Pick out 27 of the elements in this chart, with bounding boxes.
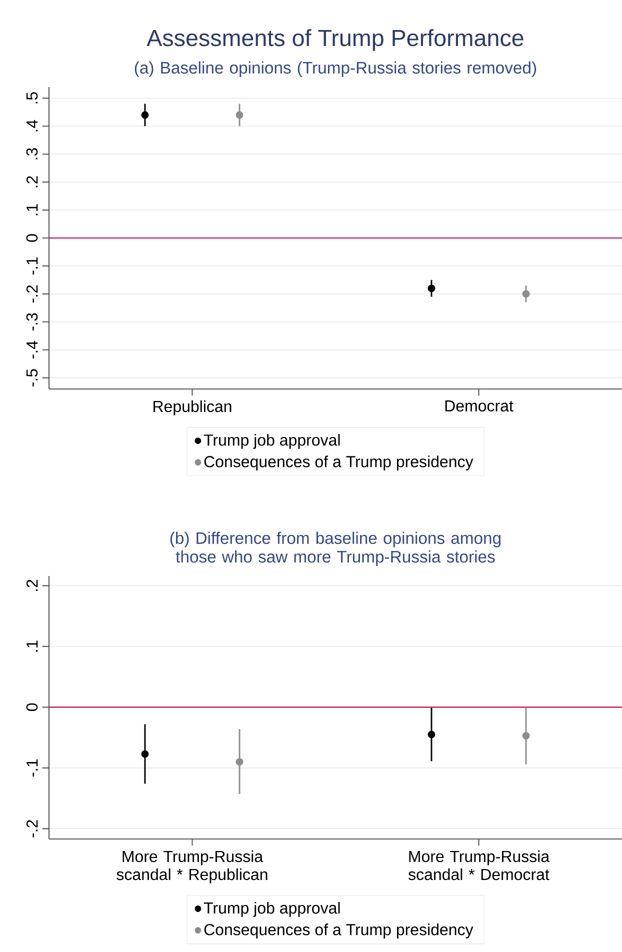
y-tick-label: -.4	[26, 340, 38, 358]
y-tick-label: .4	[26, 120, 38, 132]
y-tick-label: -.1	[26, 257, 38, 275]
y-tick-label: .3	[26, 148, 38, 160]
y-tick-label: .2	[26, 580, 38, 591]
x-tick-label: More Trump-Russia scandal * Republican	[116, 850, 268, 884]
y-tick-label: 0	[26, 234, 38, 242]
legend-label: Consequences of a Trump presidency	[204, 924, 474, 938]
legend-label: Trump job approval	[204, 902, 340, 917]
x-tick-label: Republican	[154, 400, 232, 416]
y-tick-label: -.2	[26, 285, 38, 303]
chart-subtitle: (a) Baseline opinions (Trump-Russia stories removed)	[134, 61, 536, 77]
y-tick-label: 0	[26, 703, 38, 712]
y-tick-label: .1	[26, 640, 38, 652]
legend-label: Consequences of a Trump presidency	[204, 456, 474, 470]
y-tick-label: -.1	[26, 759, 38, 777]
y-tick-label: .1	[26, 204, 38, 216]
legend-label: Trump job approval	[204, 434, 340, 449]
y-tick-label: -.2	[26, 820, 38, 838]
y-tick-label: .2	[26, 176, 38, 188]
chart-title: Assessments of Trump Performance	[146, 29, 524, 51]
y-tick-label: .5	[26, 92, 38, 104]
y-tick-label: -.5	[26, 369, 38, 386]
x-tick-label: More Trump-Russia scandal * Democrat	[408, 850, 550, 880]
y-tick-label: -.3	[26, 313, 38, 331]
chart-title: (b) Difference from baseline opinions among those who saw more Trump-Russia stories	[170, 532, 500, 566]
x-tick-label: Democrat	[445, 400, 514, 412]
